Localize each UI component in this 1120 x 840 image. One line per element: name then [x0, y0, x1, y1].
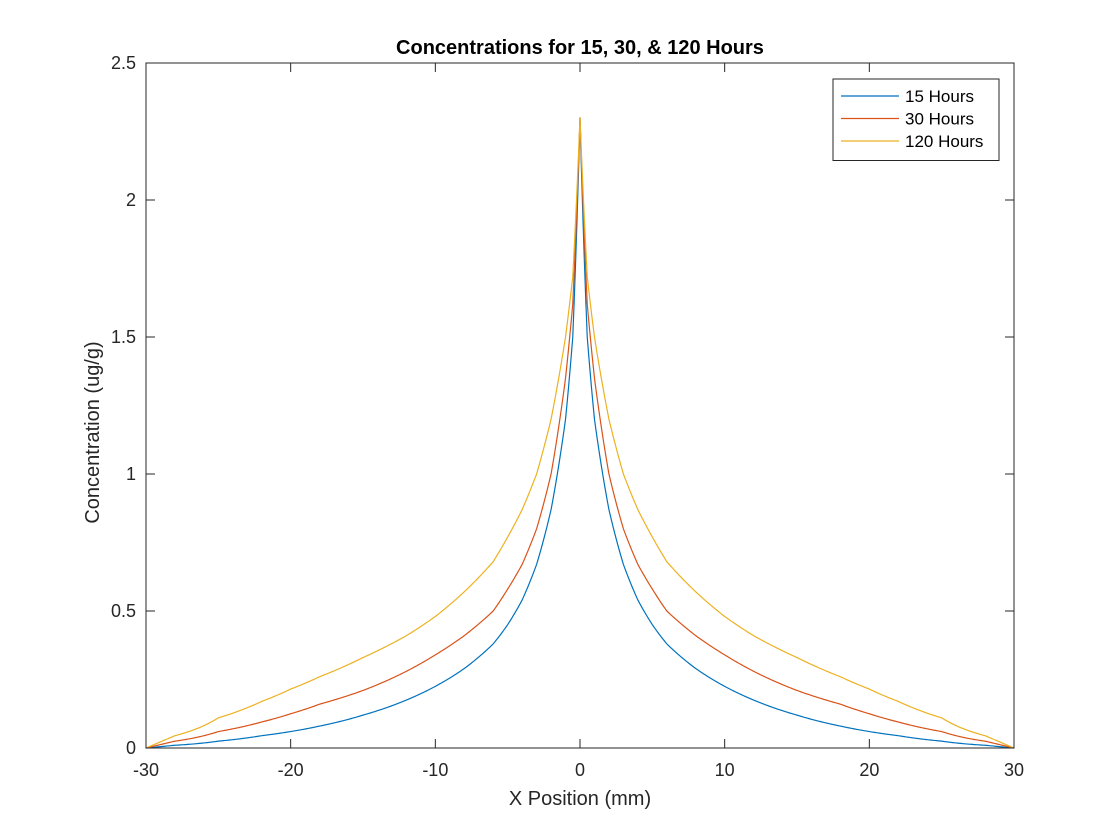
series-line-120-hours — [145, 117, 1015, 749]
y-tick-label: 1 — [126, 464, 136, 484]
y-axis-label: Concentration (ug/g) — [82, 341, 104, 523]
x-tick-label: -20 — [278, 760, 304, 780]
axes-box — [145, 62, 1015, 749]
chart-title: Concentrations for 15, 30, & 120 Hours — [396, 37, 764, 59]
x-tick-label: 30 — [1004, 760, 1024, 780]
x-tick-label: 10 — [715, 760, 735, 780]
legend-box — [832, 78, 1000, 161]
tick-layer: -30 -20 -10 0 10 20 30 0 0.5 1 1.5 2 2.5 — [111, 53, 1024, 780]
y-tick-label: 1.5 — [111, 327, 136, 347]
y-tick-label: 2.5 — [111, 53, 136, 73]
x-axis-label: X Position (mm) — [509, 788, 651, 810]
x-tick-label: 20 — [859, 760, 879, 780]
x-tick-label: -30 — [133, 760, 159, 780]
x-tick-label: -10 — [422, 760, 448, 780]
y-tick-label: 2 — [126, 190, 136, 210]
y-tick-label: 0.5 — [111, 601, 136, 621]
legend: 15 Hours 30 Hours 120 Hours — [832, 78, 1000, 161]
legend-entry-label: 30 Hours — [905, 110, 974, 129]
legend-entry-label: 15 Hours — [905, 87, 974, 106]
plot-background — [146, 63, 1014, 748]
y-tick-label: 0 — [126, 738, 136, 758]
legend-entry-label: 120 Hours — [905, 132, 983, 151]
plot-area — [146, 63, 1014, 748]
x-tick-label: 0 — [575, 760, 585, 780]
series-layer — [145, 117, 1015, 749]
